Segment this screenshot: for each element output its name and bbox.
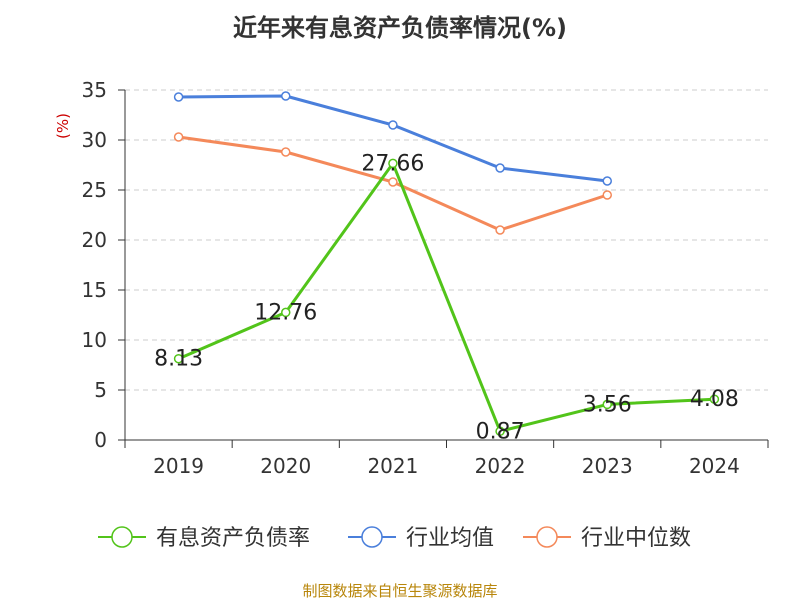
x-tick-label: 2023: [582, 454, 633, 478]
data-point: [602, 176, 612, 186]
data-point: [602, 399, 612, 410]
legend[interactable]: 有息资产负债率 行业均值 行业中位数: [98, 526, 691, 551]
data-point: [173, 92, 184, 102]
data-point: [495, 225, 505, 235]
data-point: [173, 353, 184, 364]
data-label: 4.08: [690, 387, 739, 412]
x-tick-label: 2019: [153, 454, 204, 478]
series-lines: [173, 91, 720, 437]
data-point: [709, 394, 720, 404]
data-point: [495, 163, 505, 173]
data-label: 0.87: [476, 419, 525, 444]
legend-label: 行业均值: [406, 526, 494, 551]
data-label: 3.56: [583, 392, 632, 417]
legend-swatch-marker: [536, 526, 558, 548]
data-point: [281, 91, 291, 101]
data-point: [495, 426, 505, 437]
y-tick-label: 15: [82, 278, 107, 302]
axes: 0 5 10 15 20 25 30 35 (%) 2019 2020 2021 2022 2023 202…: [54, 78, 769, 478]
legend-label: 有息资产负债率: [156, 526, 310, 551]
x-tick-label: 2024: [689, 454, 740, 478]
y-tick-label: 25: [82, 178, 107, 202]
legend-swatch-marker: [111, 526, 133, 548]
legend-item[interactable]: 行业中位数: [523, 526, 691, 551]
data-point: [281, 307, 291, 318]
y-tick-label: 0: [94, 428, 107, 452]
y-tick-label: 35: [82, 78, 107, 102]
data-point: [388, 158, 398, 169]
y-tick-label: 20: [82, 228, 107, 252]
y-axis-label: (%): [54, 113, 72, 139]
legend-swatch-marker: [361, 526, 383, 548]
legend-item[interactable]: 有息资产负债率: [98, 526, 310, 551]
data-labels: 8.13 12.76 27.66 0.87 3.56 4.08: [154, 151, 739, 444]
data-label: 12.76: [254, 300, 317, 325]
y-tick-label: 5: [94, 378, 107, 402]
series-line: [177, 161, 715, 433]
legend-item[interactable]: 行业均值: [348, 526, 494, 551]
data-label: 27.66: [361, 151, 424, 176]
data-point: [281, 147, 291, 157]
y-tick-label: 30: [82, 128, 107, 152]
x-tick-label: 2020: [260, 454, 311, 478]
y-tick-label: 10: [82, 328, 107, 352]
data-point: [602, 190, 612, 200]
grid-lines: [125, 89, 768, 391]
source-note: 制图数据来自恒生聚源数据库: [302, 582, 498, 600]
data-point: [388, 177, 398, 187]
chart-title: 近年来有息资产负债率情况(%): [233, 14, 567, 42]
legend-label: 行业中位数: [581, 526, 691, 551]
data-label: 8.13: [154, 347, 203, 372]
x-tick-label: 2022: [475, 454, 526, 478]
data-point: [388, 120, 398, 130]
data-point: [173, 132, 184, 142]
x-tick-label: 2021: [367, 454, 418, 478]
